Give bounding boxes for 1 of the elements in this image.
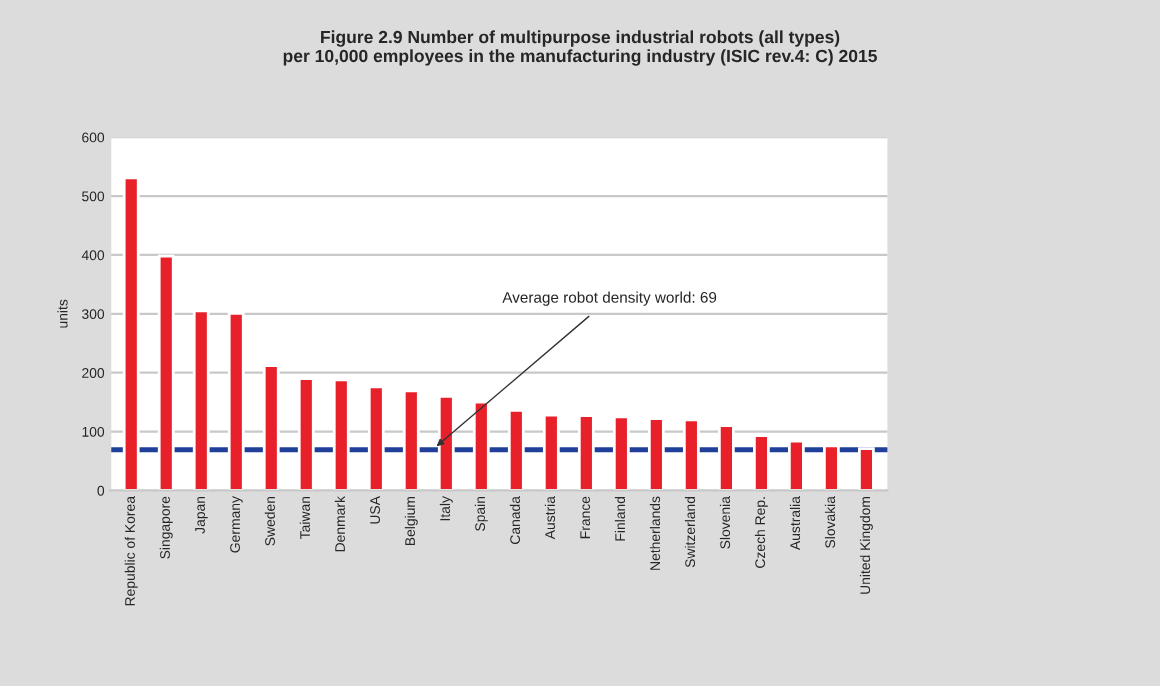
chart-title: Figure 2.9 Number of multipurpose industrial robots (all types) per 10,000 employees in the manufacturing industry (ISIC rev.4: C) 2015 [283, 30, 877, 66]
